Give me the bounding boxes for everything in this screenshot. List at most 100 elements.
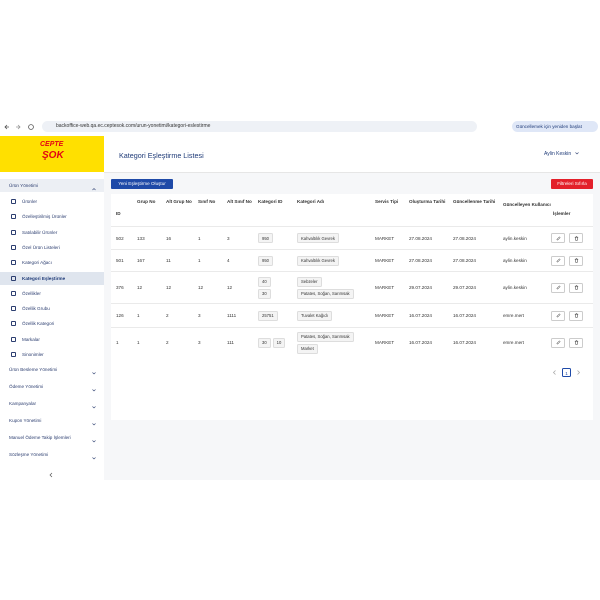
table-cell: 2	[166, 313, 169, 318]
create-button[interactable]: Yeni Eşleştirme Oluştur	[111, 179, 173, 189]
table-cell: 1	[137, 340, 140, 345]
chip: 950	[258, 255, 273, 266]
menu-group[interactable]: Kampanyalar	[0, 397, 104, 410]
table-cell: 501	[116, 258, 124, 263]
table-cell: 3	[198, 340, 201, 345]
address-bar[interactable]: backoffice-web.qa.ec.ceptesok.com/urun-y…	[42, 121, 477, 132]
column-header[interactable]: Oluşturma Tarihi	[409, 199, 446, 204]
collapse-button[interactable]	[48, 465, 54, 483]
table-cell: 126	[116, 313, 124, 318]
column-header[interactable]: Kategori Adı	[297, 199, 325, 204]
menu-item[interactable]: Özel Ürün Listeleri	[0, 241, 104, 254]
delete-button[interactable]	[569, 255, 583, 266]
delete-button[interactable]	[569, 233, 583, 243]
table-cell: 502	[116, 235, 124, 241]
menu-group[interactable]: Manuel Ödeme Takip İşlemleri	[0, 431, 104, 444]
chevron	[92, 183, 96, 196]
menu-group[interactable]: Sözleşme Yönetimi	[0, 448, 104, 461]
edit-button[interactable]	[551, 337, 565, 348]
edit-button[interactable]	[551, 255, 565, 266]
user-menu[interactable]: Aylin Keskin	[544, 151, 579, 157]
chip-cell: Patates, Soğan, Sarımsak Market	[297, 328, 359, 357]
table-cell: 1111	[227, 313, 237, 318]
table-cell: MARKET	[375, 313, 395, 318]
menu-group[interactable]: Ürün Besleme Yönetimi	[0, 363, 104, 376]
main: Kategori Eşleştirme Listesi Aylin Keskin…	[104, 136, 600, 480]
table-cell: MARKET	[375, 235, 395, 241]
table-cell: 1	[116, 340, 119, 345]
chip: 25751	[258, 310, 278, 321]
menu-item[interactable]: Özellik Grubu	[0, 302, 104, 315]
column-header[interactable]: Güncellenme Tarihi	[453, 199, 496, 204]
reset-filters-button[interactable]: Filtreleri Sıfırla	[551, 179, 593, 189]
edit-button[interactable]	[551, 233, 565, 243]
column-header[interactable]: Alt Sınıf No	[227, 199, 252, 204]
menu-icon	[11, 275, 16, 281]
table-cell: 3	[198, 313, 201, 318]
table-cell: 1	[198, 235, 201, 241]
chevron	[575, 151, 579, 157]
prev-page[interactable]	[550, 368, 559, 377]
column-header[interactable]: Alt Grup No	[166, 199, 192, 204]
menu-item[interactable]: Ürünler	[0, 195, 104, 208]
table-cell: 1	[198, 258, 201, 263]
logo-text: CEPTE	[40, 141, 64, 148]
menu-item[interactable]: Markalar	[0, 333, 104, 346]
menu-item[interactable]: Özellikler	[0, 287, 104, 300]
actions	[551, 227, 587, 249]
chip: 10	[272, 337, 286, 348]
chip-list: Kahvaltılık Gevrek	[297, 233, 339, 243]
table-row: 376 12 12 12 12 40 30 Sebzeler Patates, Soğan, S…	[111, 271, 593, 303]
column-header: İşlemler	[553, 211, 571, 216]
column-header[interactable]: Sınıf No	[198, 199, 216, 204]
menu-group[interactable]: Ürün Yönetimi	[0, 179, 104, 192]
column-header[interactable]: Grup No	[137, 199, 156, 204]
menu-item[interactable]: Satılabilir Ürünler	[0, 226, 104, 239]
delete-icon	[574, 285, 578, 290]
table-row: 126 1 2 3 1111 25751 Tuvalet Kağıdı MARKET 16.07…	[111, 303, 593, 327]
delete-button[interactable]	[569, 310, 583, 321]
table-cell: aylin.keskin	[503, 235, 527, 241]
chip-cell: Kahvaltılık Gevrek	[297, 227, 359, 249]
table-cell: 27.08.2024	[453, 258, 476, 263]
menu-icon	[11, 260, 16, 266]
menu-group[interactable]: Ödeme Yönetimi	[0, 380, 104, 393]
chip: 30	[258, 337, 271, 348]
chip: 30	[258, 288, 271, 299]
column-header[interactable]: Kategori ID	[258, 199, 283, 204]
logo[interactable]: CEPTE ŞOK	[0, 136, 104, 172]
table: ID Grup No Alt Grup No Sınıf No Alt Sınıf No…	[111, 194, 593, 420]
column-header[interactable]: Servis Tipi	[375, 199, 399, 204]
menu-group[interactable]: Kupon Yönetimi	[0, 414, 104, 427]
table-cell: 29.07.2024	[409, 285, 432, 290]
edit-icon	[556, 340, 561, 345]
table-cell: 16.07.2024	[409, 313, 432, 318]
menu-item[interactable]: Özellik Kategori	[0, 317, 104, 330]
actions	[551, 328, 587, 357]
column-header[interactable]: ID	[116, 211, 121, 216]
table-cell: MARKET	[375, 285, 395, 290]
chip-cell: Sebzeler Patates, Soğan, Sarımsak	[297, 272, 359, 303]
delete-button[interactable]	[569, 337, 583, 348]
menu-item[interactable]: Kategori Ağacı	[0, 256, 104, 269]
menu-item[interactable]: Özelleştirilmiş Ürünler	[0, 210, 104, 223]
table-cell: 1	[137, 313, 140, 318]
page-number[interactable]: 1	[562, 368, 571, 377]
table-cell: 27.08.2024	[409, 235, 432, 241]
menu-icon	[11, 336, 16, 342]
delete-button[interactable]	[569, 282, 583, 293]
update-button[interactable]: Güncellemek için yeniden başlat	[512, 121, 598, 132]
edit-button[interactable]	[551, 282, 565, 293]
menu-icon	[11, 321, 16, 327]
table-cell: 133	[137, 235, 145, 241]
edit-button[interactable]	[551, 310, 565, 321]
edit-icon	[556, 313, 561, 318]
logo-text: ŞOK	[42, 150, 64, 161]
edit-icon	[556, 235, 561, 240]
table-cell: 29.07.2024	[453, 285, 476, 290]
menu-item[interactable]: Kategori Eşleştirme	[0, 271, 104, 285]
chip-cell: Kahvaltılık Gevrek	[297, 250, 359, 271]
column-header[interactable]: Güncelleyen Kullanıcı	[503, 202, 551, 207]
menu-item[interactable]: Sinonimler	[0, 348, 104, 361]
next-page[interactable]	[574, 368, 583, 377]
